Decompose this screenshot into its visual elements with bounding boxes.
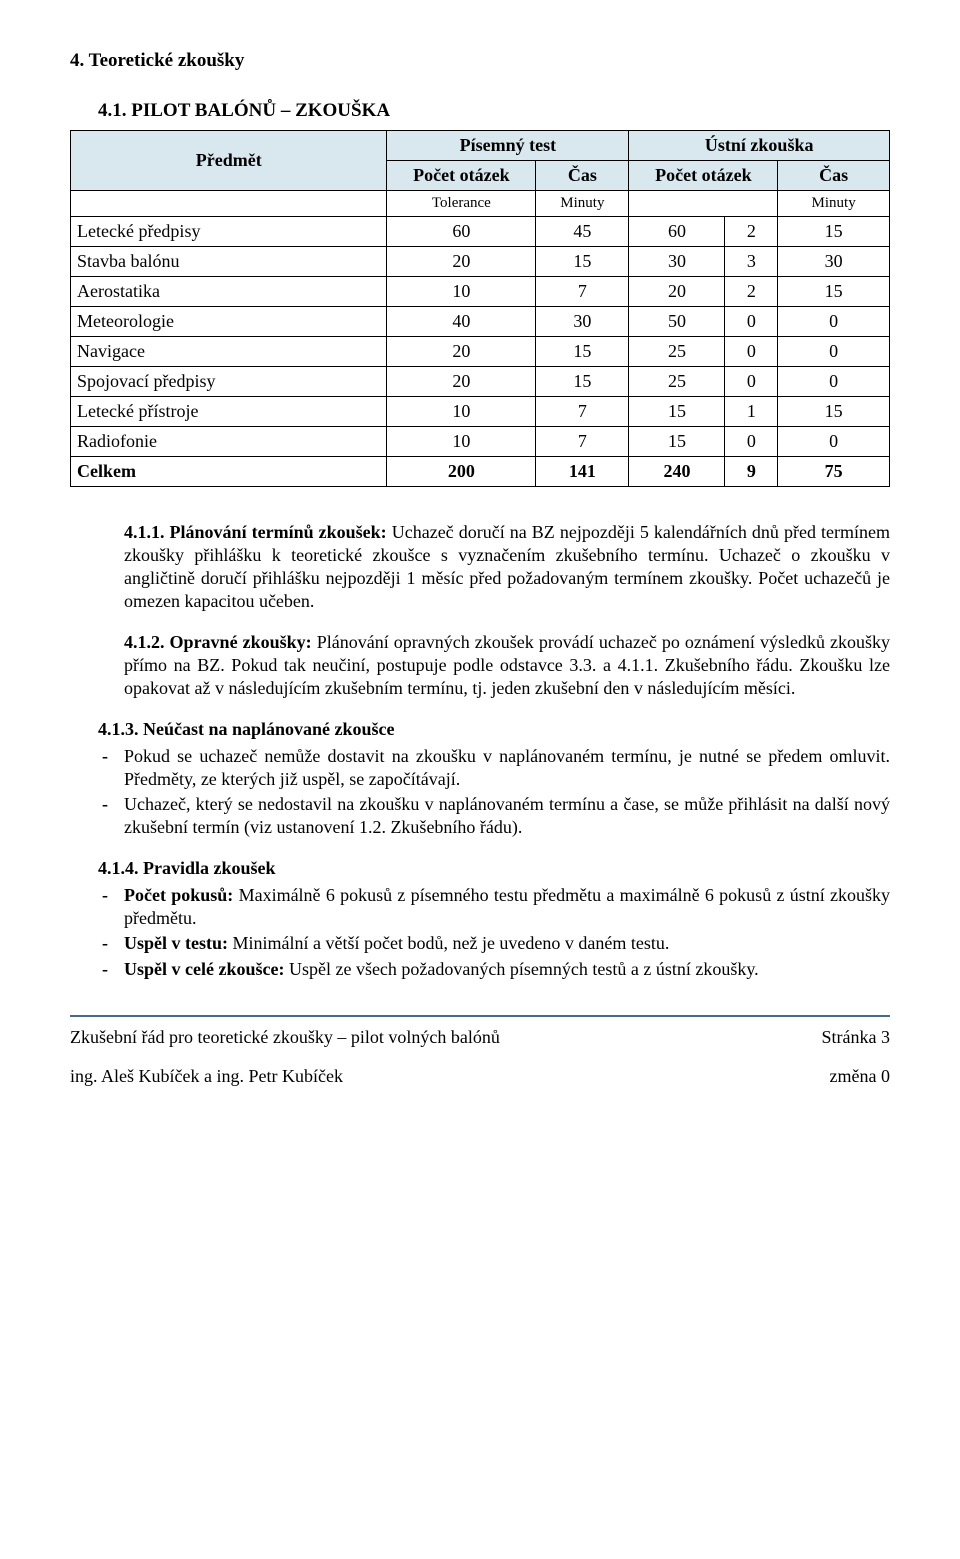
table-row-subject: Letecké předpisy: [71, 217, 387, 247]
table-row-cell: 0: [778, 427, 890, 457]
cell-total-1: 141: [536, 457, 629, 487]
table-row-cell: 30: [629, 247, 725, 277]
table-row-cell: 10: [387, 427, 536, 457]
table-row-cell: 45: [536, 217, 629, 247]
cell-blank: [71, 191, 387, 217]
list-item-lead: Uspěl v celé zkoušce:: [124, 959, 284, 979]
table-row-cell: 15: [536, 367, 629, 397]
table-row-cell: 15: [778, 397, 890, 427]
list-item: Počet pokusů: Maximálně 6 pokusů z písem…: [98, 884, 890, 930]
table-row-cell: 25: [629, 367, 725, 397]
table-row-cell: 0: [725, 427, 778, 457]
table-row-cell: 0: [778, 307, 890, 337]
table-row-cell: 20: [387, 337, 536, 367]
table-row-cell: 0: [778, 337, 890, 367]
table-row-cell: 0: [725, 337, 778, 367]
para-411-lead: 4.1.1. Plánování termínů zkoušek:: [124, 522, 387, 542]
cell-total-4: 75: [778, 457, 890, 487]
table-row-subject: Radiofonie: [71, 427, 387, 457]
table-row-subject: Navigace: [71, 337, 387, 367]
cell-tolerance: Tolerance: [387, 191, 536, 217]
th-written: Písemný test: [387, 131, 629, 161]
list-item-body: Maximálně 6 pokusů z písemného testu pře…: [124, 885, 890, 928]
table-row-subject: Letecké přístroje: [71, 397, 387, 427]
table-row-cell: 0: [725, 307, 778, 337]
cell-min1: Minuty: [536, 191, 629, 217]
list-413: Pokud se uchazeč nemůže dostavit na zkou…: [98, 745, 890, 839]
list-item-lead: Uspěl v testu:: [124, 933, 228, 953]
table-row-cell: 7: [536, 277, 629, 307]
table-row-cell: 7: [536, 397, 629, 427]
cell-total-3: 9: [725, 457, 778, 487]
table-row-cell: 15: [629, 427, 725, 457]
table-row-cell: 20: [629, 277, 725, 307]
table-row-cell: 7: [536, 427, 629, 457]
para-414-head: 4.1.4. Pravidla zkoušek: [98, 857, 890, 880]
table-row-cell: 15: [778, 217, 890, 247]
table-row-subject: Stavba balónu: [71, 247, 387, 277]
table-row-cell: 50: [629, 307, 725, 337]
exam-table: Předmět Písemný test Ústní zkouška Počet…: [70, 130, 890, 487]
para-411: 4.1.1. Plánování termínů zkoušek: Uchaze…: [124, 521, 890, 613]
th-time: Čas: [536, 161, 629, 191]
th-qcount2: Počet otázek: [629, 161, 778, 191]
table-row-cell: 15: [629, 397, 725, 427]
table-row-cell: 2: [725, 277, 778, 307]
table-row-cell: 0: [725, 367, 778, 397]
footer2-right: změna 0: [830, 1066, 890, 1087]
section-heading: 4. Teoretické zkoušky: [70, 50, 890, 72]
list-item-body: Minimální a větší počet bodů, než je uve…: [228, 933, 669, 953]
cell-total-2: 240: [629, 457, 725, 487]
cell-total-0: 200: [387, 457, 536, 487]
list-item: Uchazeč, který se nedostavil na zkoušku …: [98, 793, 890, 839]
cell-blank2: [629, 191, 778, 217]
footer-left: Zkušební řád pro teoretické zkoušky – pi…: [70, 1027, 500, 1048]
subsection-heading: 4.1. PILOT BALÓNŮ – ZKOUŠKA: [98, 100, 890, 122]
table-row-subject: Meteorologie: [71, 307, 387, 337]
table-row-cell: 3: [725, 247, 778, 277]
table-row-subject: Spojovací předpisy: [71, 367, 387, 397]
table-row-cell: 25: [629, 337, 725, 367]
table-row-cell: 60: [387, 217, 536, 247]
table-row-cell: 2: [725, 217, 778, 247]
table-row-cell: 20: [387, 247, 536, 277]
table-row-cell: 0: [778, 367, 890, 397]
para-412: 4.1.2. Opravné zkoušky: Plánování opravn…: [124, 631, 890, 700]
table-row-cell: 15: [536, 247, 629, 277]
cell-min2: Minuty: [778, 191, 890, 217]
table-row-cell: 10: [387, 277, 536, 307]
footer: Zkušební řád pro teoretické zkoušky – pi…: [70, 1015, 890, 1048]
th-oral: Ústní zkouška: [629, 131, 890, 161]
table-row-cell: 20: [387, 367, 536, 397]
para-412-lead: 4.1.2. Opravné zkoušky:: [124, 632, 312, 652]
para-413-head: 4.1.3. Neúčast na naplánované zkoušce: [98, 718, 890, 741]
footer-row2: ing. Aleš Kubíček a ing. Petr Kubíček zm…: [70, 1066, 890, 1087]
list-item: Uspěl v celé zkoušce: Uspěl ze všech pož…: [98, 958, 890, 981]
footer2-left: ing. Aleš Kubíček a ing. Petr Kubíček: [70, 1066, 343, 1087]
table-row-cell: 30: [536, 307, 629, 337]
th-time2: Čas: [778, 161, 890, 191]
table-row-cell: 30: [778, 247, 890, 277]
footer-right: Stránka 3: [822, 1027, 890, 1048]
table-row-cell: 15: [778, 277, 890, 307]
th-qcount: Počet otázek: [387, 161, 536, 191]
table-row-cell: 15: [536, 337, 629, 367]
table-row-cell: 10: [387, 397, 536, 427]
table-row-cell: 60: [629, 217, 725, 247]
list-item: Pokud se uchazeč nemůže dostavit na zkou…: [98, 745, 890, 791]
th-subject: Předmět: [71, 131, 387, 191]
table-row-subject: Aerostatika: [71, 277, 387, 307]
list-item-body: Uspěl ze všech požadovaných písemných te…: [284, 959, 758, 979]
list-item-lead: Počet pokusů:: [124, 885, 233, 905]
table-row-cell: 1: [725, 397, 778, 427]
list-414: Počet pokusů: Maximálně 6 pokusů z písem…: [98, 884, 890, 980]
cell-total-label: Celkem: [71, 457, 387, 487]
table-row-cell: 40: [387, 307, 536, 337]
list-item: Uspěl v testu: Minimální a větší počet b…: [98, 932, 890, 955]
